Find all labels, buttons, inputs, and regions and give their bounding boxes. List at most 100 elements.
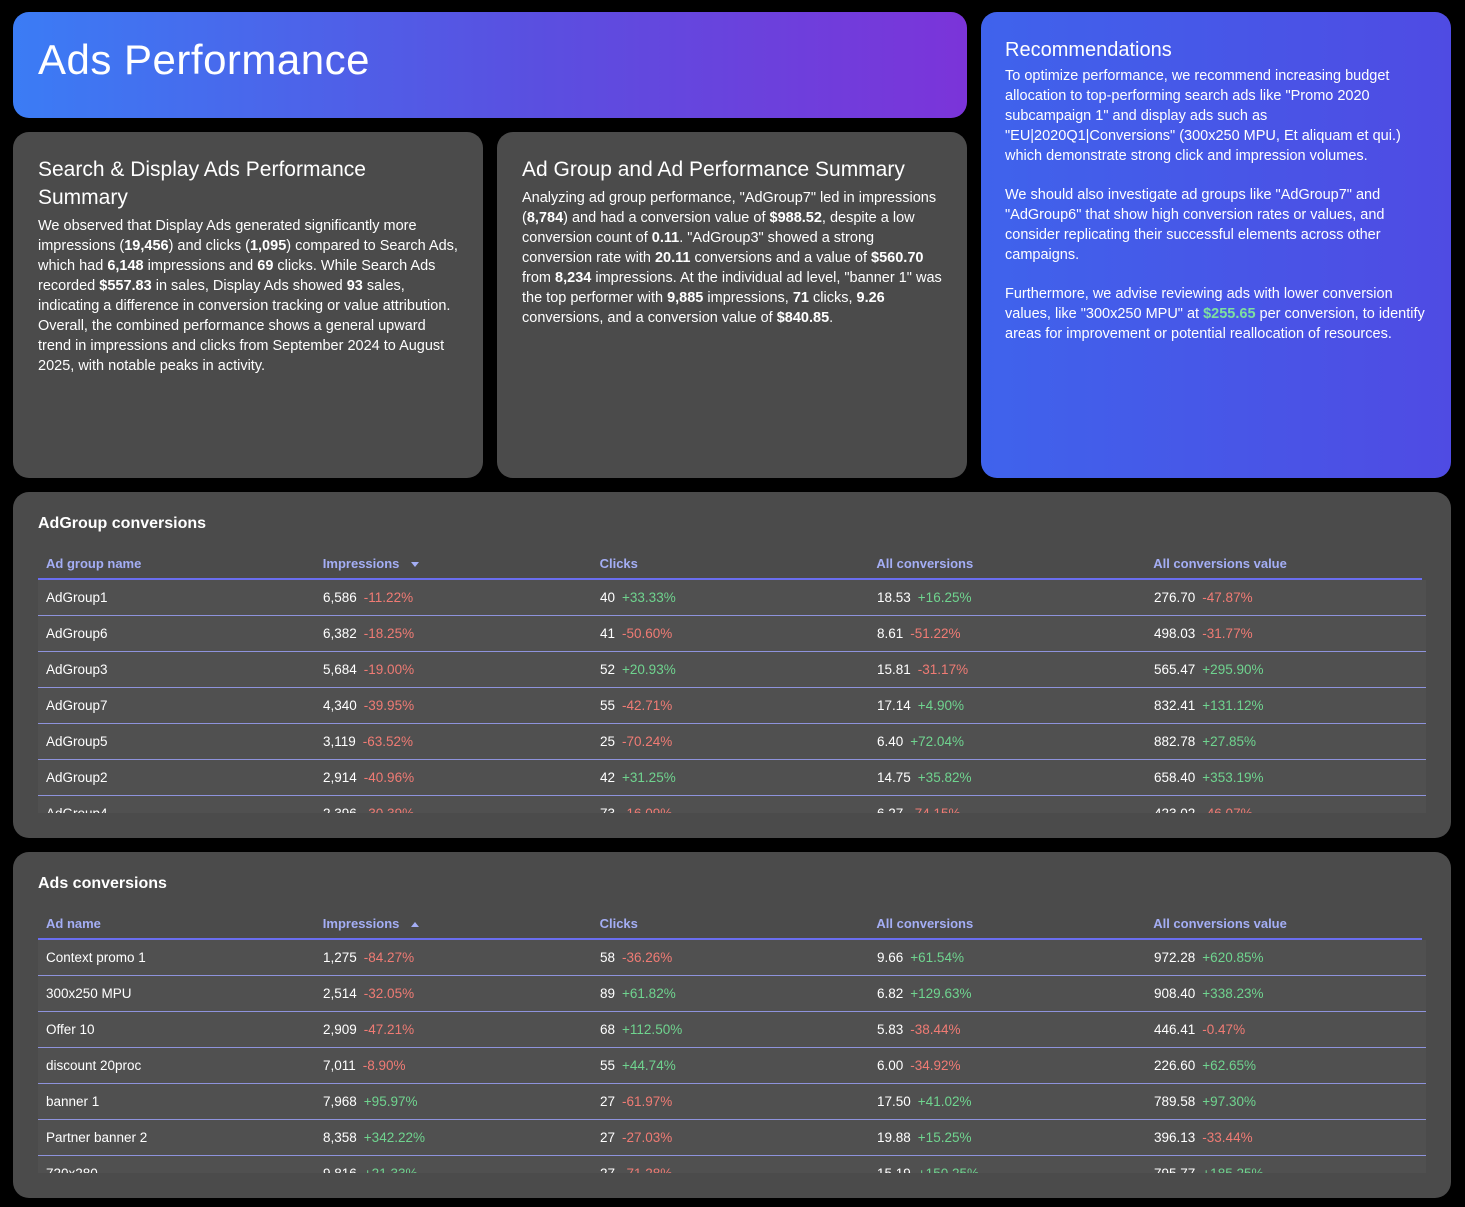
metric-change: +97.30% xyxy=(1202,1094,1256,1109)
metric-value: 2,914 xyxy=(323,770,357,785)
table-row: Partner banner 2 8,358 +342.22% 27 -27.03% 19… xyxy=(38,1120,1426,1156)
column-header[interactable]: All conversions xyxy=(868,916,1145,931)
strong-text: 9.26 xyxy=(856,290,885,306)
row-name: AdGroup1 xyxy=(46,590,108,605)
metric-cell: 3,119 -63.52% xyxy=(315,734,592,749)
strong-text: $840.85 xyxy=(776,310,830,326)
metric-change: +150.25% xyxy=(918,1166,979,1173)
metric-value: 5,684 xyxy=(323,662,357,677)
column-header[interactable]: Ad name xyxy=(38,916,315,931)
metric-cell: 73 -16.09% xyxy=(592,806,869,813)
summary-body: Analyzing ad group performance, "AdGroup… xyxy=(522,188,942,328)
metric-change: +95.97% xyxy=(363,1094,418,1109)
metric-change: -36.26% xyxy=(622,950,673,965)
column-header[interactable]: Clicks xyxy=(592,916,869,931)
metric-change: -40.96% xyxy=(363,770,415,785)
table-row: discount 20proc 7,011 -8.90% 55 +44.74% 6.00-… xyxy=(38,1048,1426,1084)
metric-change: -50.60% xyxy=(622,626,673,641)
metric-value: 15.19 xyxy=(877,1166,911,1173)
metric-cell: 52 +20.93% xyxy=(592,662,869,677)
metric-change: +4.90% xyxy=(917,698,964,713)
metric-value: 27 xyxy=(600,1130,616,1145)
metric-change: -0.47% xyxy=(1202,1022,1246,1037)
text: sales, indicating a difference in conver… xyxy=(38,278,451,374)
metric-cell: 498.03 -31.77% xyxy=(1146,626,1423,641)
metric-change: -63.52% xyxy=(362,734,414,749)
row-name: Context promo 1 xyxy=(46,950,146,965)
column-header[interactable]: Impressions xyxy=(315,556,592,571)
metric-change: +16.25% xyxy=(917,590,972,605)
metric-cell: 4,340 -39.95% xyxy=(315,698,592,713)
metric-change: +61.54% xyxy=(910,950,964,965)
column-label: All conversions xyxy=(876,555,974,571)
column-label: Impressions xyxy=(322,555,400,571)
text: clicks. While Search Ads recorded xyxy=(38,258,436,294)
metric-value: 89 xyxy=(600,986,616,1001)
metric-cell: 19.88 +15.25% xyxy=(869,1130,1146,1145)
strong-text: 20.11 xyxy=(654,250,691,266)
metric-value: 5.83 xyxy=(877,1022,904,1037)
metric-cell: 789.58 +97.30% xyxy=(1146,1094,1423,1109)
metric-value: 17.50 xyxy=(877,1094,911,1109)
metric-cell: 565.47 +295.90% xyxy=(1146,662,1423,677)
header-card: Ads Performance xyxy=(13,12,967,118)
metric-cell: 27 -27.03% xyxy=(592,1130,869,1145)
metric-value: 7,011 xyxy=(323,1058,356,1073)
column-header[interactable]: Impressions xyxy=(315,916,592,931)
column-header[interactable]: Ad group name xyxy=(38,556,315,571)
table-row: Context promo 1 1,275 -84.27% 58 -36.26% 9.66… xyxy=(38,940,1426,976)
column-header[interactable]: All conversions value xyxy=(1145,916,1422,931)
row-name: AdGroup4 xyxy=(38,806,315,813)
metric-cell: 8.61 -51.22% xyxy=(869,626,1146,641)
metric-change: +112.50% xyxy=(622,1022,683,1037)
text: conversions, and a conversion value of xyxy=(522,310,777,326)
metric-change: +15.25% xyxy=(917,1130,972,1145)
metric-cell: 423.02 -46.07% xyxy=(1146,806,1423,813)
text: . "AdGroup3" showed a strong conversion … xyxy=(522,230,875,266)
text: Furthermore, we advise reviewing ads wit… xyxy=(1005,286,1393,322)
recommendation-paragraph: To optimize performance, we recommend in… xyxy=(1005,66,1427,166)
metric-value: 68 xyxy=(600,1022,616,1037)
sort-arrow xyxy=(411,561,420,567)
metric-cell: 27 -61.97% xyxy=(592,1094,869,1109)
column-label: Ad name xyxy=(46,915,101,931)
strong-text: 8,234 xyxy=(555,270,592,286)
column-header[interactable]: Clicks xyxy=(592,556,869,571)
metric-change: +61.82% xyxy=(622,986,676,1001)
row-name: Offer 10 xyxy=(46,1022,95,1037)
metric-value: 7,968 xyxy=(323,1094,357,1109)
metric-cell: 7,968 +95.97% xyxy=(315,1094,592,1109)
metric-value: 15.81 xyxy=(877,662,911,677)
strong-text: $988.52 xyxy=(769,210,822,226)
metric-value: 27 xyxy=(600,1166,615,1173)
strong-text: 8,784 xyxy=(526,210,564,226)
metric-value: 882.78 xyxy=(1154,734,1196,749)
metric-cell: 6.82 +129.63% xyxy=(869,986,1146,1001)
table-row: banner 1 7,968 +95.97% 27 -61.97% 17.50 +41.02… xyxy=(38,1084,1426,1120)
table-row: 720x280 9,816 +21.33% 27 -71.28% 15.19 +150.25… xyxy=(38,1156,1426,1173)
column-header[interactable]: All conversions value xyxy=(1145,556,1422,571)
row-name: Partner banner 2 xyxy=(46,1130,148,1145)
metric-value: 17.14 xyxy=(877,698,911,713)
column-header[interactable]: All conversions xyxy=(868,556,1145,571)
highlight-text: $255.65 xyxy=(1203,306,1256,322)
text: impressions, xyxy=(703,290,793,306)
summary-title: Search & Display Ads Performance Summary xyxy=(38,158,366,209)
metric-value: 423.02 xyxy=(1154,806,1195,813)
metric-change: -84.27% xyxy=(363,950,415,965)
table-row: AdGroup2 2,914 -40.96% 42 +31.25% 14.75 +35.82… xyxy=(38,760,1426,796)
text: ) compared to Search Ads, which had xyxy=(38,238,458,274)
text: ) and had a conversion value of xyxy=(563,210,770,226)
table-title: Ads conversions xyxy=(38,875,167,892)
metric-cell: 972.28 +620.85% xyxy=(1146,950,1423,965)
metric-value: 908.40 xyxy=(1154,986,1196,1001)
table-row: AdGroup1 6,586 -11.22% 40 +33.33% 18.53 +16.25… xyxy=(38,580,1426,616)
metric-cell: 7,011 -8.90% xyxy=(315,1058,592,1073)
metric-change: +72.04% xyxy=(910,734,964,749)
strong-text: 0.11 xyxy=(651,230,680,246)
metric-cell: 6.40 +72.04% xyxy=(869,734,1146,749)
metric-value: 6.40 xyxy=(877,734,904,749)
metric-cell: 5.83 -38.44% xyxy=(869,1022,1146,1037)
text: per conversion, to identify areas for im… xyxy=(1005,306,1425,342)
metric-value: 14.75 xyxy=(877,770,911,785)
